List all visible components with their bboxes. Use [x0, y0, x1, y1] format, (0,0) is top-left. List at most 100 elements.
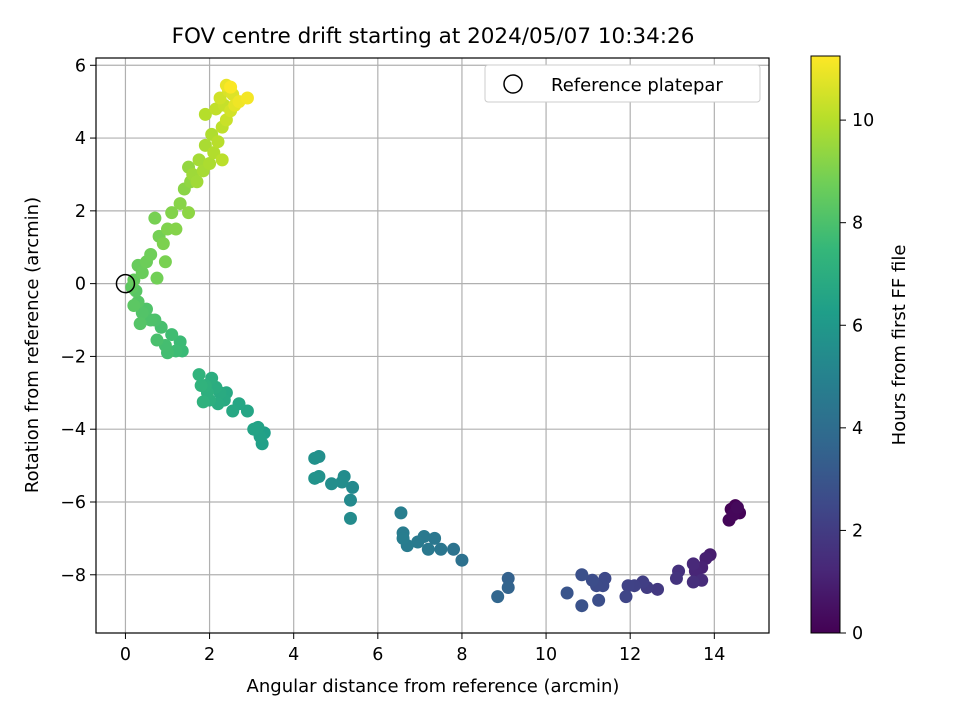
- scatter-point: [491, 590, 505, 604]
- scatter-point: [150, 333, 164, 347]
- y-tick-label: −6: [60, 493, 86, 513]
- scatter-point: [325, 477, 339, 491]
- scatter-point: [335, 475, 349, 489]
- scatter-point: [247, 422, 261, 436]
- scatter-point: [215, 153, 229, 167]
- scatter-point: [165, 206, 179, 220]
- scatter-point: [144, 248, 158, 262]
- colorbar-tick-label: 0: [852, 624, 863, 644]
- x-tick-label: 12: [619, 645, 641, 665]
- y-tick-label: 6: [75, 56, 86, 76]
- scatter-point: [240, 404, 254, 418]
- scatter-point: [585, 573, 599, 587]
- scatter-point: [211, 135, 225, 149]
- scatter-point: [651, 582, 665, 596]
- scatter-point: [575, 568, 589, 582]
- scatter-point: [343, 493, 357, 507]
- x-axis-label: Angular distance from reference (arcmin): [247, 676, 620, 697]
- scatter-point: [169, 222, 183, 236]
- scatter-point: [196, 395, 210, 409]
- scatter-point: [730, 500, 744, 514]
- scatter-point: [198, 138, 212, 152]
- scatter-point: [192, 153, 206, 167]
- chart-title: FOV centre drift starting at 2024/05/07 …: [172, 24, 695, 49]
- scatter-point: [194, 379, 208, 393]
- scatter-point: [619, 590, 633, 604]
- scatter-point: [501, 571, 515, 585]
- x-tick-label: 2: [204, 645, 215, 665]
- y-tick-label: 4: [75, 129, 86, 149]
- legend: Reference platepar: [484, 64, 761, 103]
- scatter-point: [308, 451, 322, 465]
- legend-box: [484, 64, 761, 103]
- scatter-point: [207, 146, 221, 160]
- colorbar-tick-label: 2: [852, 521, 863, 541]
- y-tick-label: 0: [75, 275, 86, 295]
- scatter-point: [346, 480, 360, 494]
- scatter-point: [575, 599, 589, 613]
- x-tick-label: 4: [288, 645, 299, 665]
- scatter-point: [150, 271, 164, 285]
- scatter-point: [135, 306, 149, 320]
- scatter-point: [226, 404, 240, 418]
- scatter-points: [125, 78, 747, 613]
- reference-platepar-marker: [115, 273, 136, 294]
- scatter-point: [127, 298, 141, 312]
- scatter-point: [190, 175, 204, 189]
- grid: [96, 58, 769, 633]
- scatter-point: [165, 328, 179, 342]
- scatter-point: [447, 542, 461, 556]
- scatter-point: [394, 506, 408, 520]
- scatter-point: [192, 368, 206, 382]
- scatter-point: [133, 317, 147, 331]
- colorbar-label: Hours from first FF file: [889, 245, 910, 446]
- colorbar-tick-label: 8: [852, 214, 863, 234]
- colorbar: [810, 55, 841, 634]
- scatter-point: [434, 542, 448, 556]
- y-axis-label: Rotation from reference (arcmin): [22, 197, 43, 493]
- scatter-point: [213, 91, 227, 105]
- y-tick-label: −2: [60, 347, 86, 367]
- scatter-point: [224, 80, 238, 94]
- colorbar-ticks: 0 2 4 6 8 10: [840, 111, 874, 644]
- scatter-point: [173, 197, 187, 211]
- scatter-point: [455, 553, 469, 567]
- scatter-point: [135, 266, 149, 280]
- scatter-point: [428, 531, 442, 545]
- scatter-point: [203, 157, 217, 171]
- y-tick-label: 2: [75, 202, 86, 222]
- scatter-point: [686, 557, 700, 571]
- scatter-point: [421, 542, 435, 556]
- scatter-point: [686, 575, 700, 589]
- colorbar-tick-label: 6: [852, 316, 863, 336]
- x-tick-label: 8: [456, 645, 467, 665]
- scatter-point: [182, 206, 196, 220]
- scatter-point: [592, 593, 606, 607]
- y-tick-label: −4: [60, 420, 86, 440]
- x-tick-label: 14: [703, 645, 725, 665]
- x-axis-ticks: 0 2 4 6 8 10 12 14: [120, 633, 725, 665]
- scatter-point: [501, 581, 515, 595]
- colorbar-tick-label: 10: [852, 111, 874, 131]
- scatter-point: [144, 313, 158, 327]
- scatter-point: [411, 535, 425, 549]
- scatter-point: [198, 107, 212, 121]
- legend-marker: [503, 74, 523, 94]
- scatter-point: [343, 511, 357, 525]
- scatter-point: [560, 586, 574, 600]
- scatter-point: [148, 211, 162, 225]
- scatter-point: [158, 255, 172, 269]
- y-tick-label: −8: [60, 566, 86, 586]
- scatter-point: [240, 91, 254, 105]
- scatter-point: [621, 579, 635, 593]
- scatter-point: [156, 237, 170, 251]
- legend-label: Reference platepar: [551, 75, 723, 96]
- scatter-point: [396, 531, 410, 545]
- plot-border: [95, 57, 770, 634]
- x-tick-label: 0: [120, 645, 131, 665]
- x-tick-label: 10: [535, 645, 557, 665]
- scatter-point: [669, 571, 683, 585]
- scatter-point: [308, 471, 322, 485]
- x-tick-label: 6: [372, 645, 383, 665]
